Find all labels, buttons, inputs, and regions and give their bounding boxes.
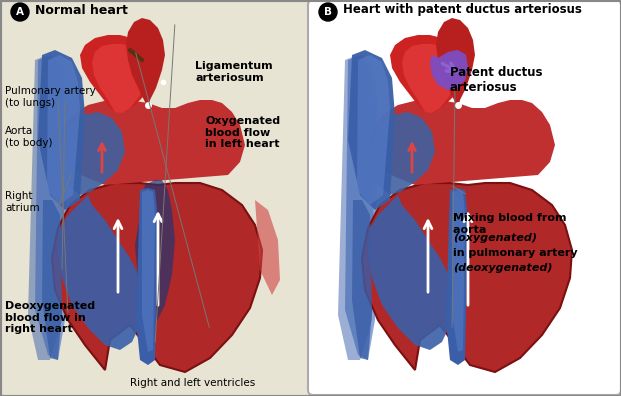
Text: Mixing blood from
aorta: Mixing blood from aorta [453,213,566,234]
Polygon shape [402,44,458,113]
Text: A: A [16,7,24,17]
Polygon shape [345,55,378,360]
Polygon shape [142,190,155,352]
Polygon shape [370,100,555,185]
Polygon shape [357,55,390,205]
Polygon shape [352,200,372,360]
Polygon shape [136,188,158,365]
Polygon shape [446,188,468,365]
Polygon shape [390,35,465,112]
Text: (deoxygenated): (deoxygenated) [453,263,553,273]
Text: Ligamentum
arteriosum: Ligamentum arteriosum [195,61,273,83]
Text: (oxygenated): (oxygenated) [453,233,537,243]
Polygon shape [38,50,85,210]
Text: Right and left ventricles: Right and left ventricles [130,378,255,388]
Polygon shape [452,190,465,352]
Polygon shape [126,18,165,108]
Circle shape [319,3,337,21]
Polygon shape [368,195,455,350]
Polygon shape [362,183,572,372]
Text: Patent ductus
arteriosus: Patent ductus arteriosus [450,66,543,94]
Circle shape [11,3,29,21]
Polygon shape [338,55,375,360]
Polygon shape [92,44,148,113]
Text: B: B [324,7,332,17]
Text: in pulmonary artery: in pulmonary artery [453,248,578,258]
Polygon shape [58,195,145,350]
FancyBboxPatch shape [1,1,309,395]
Polygon shape [42,200,62,360]
Text: Right
atrium: Right atrium [5,191,40,213]
Text: Oxygenated
blood flow
in left heart: Oxygenated blood flow in left heart [205,116,280,149]
Polygon shape [47,55,80,205]
Polygon shape [135,180,175,325]
Polygon shape [436,18,475,108]
Polygon shape [35,55,68,360]
Polygon shape [60,100,245,185]
Polygon shape [255,200,280,295]
Polygon shape [52,183,262,372]
FancyBboxPatch shape [308,0,621,395]
Text: Heart with patent ductus arteriosus: Heart with patent ductus arteriosus [343,4,582,17]
Polygon shape [28,55,65,360]
Polygon shape [430,50,468,90]
Polygon shape [60,112,125,195]
Polygon shape [80,35,155,112]
Text: Normal heart: Normal heart [35,4,128,17]
Polygon shape [348,50,395,210]
Polygon shape [370,112,435,195]
Text: Aorta
(to body): Aorta (to body) [5,126,53,148]
Text: Deoxygenated
blood flow in
right heart: Deoxygenated blood flow in right heart [5,301,95,334]
Text: Pulmonary artery
(to lungs): Pulmonary artery (to lungs) [5,86,96,108]
Polygon shape [430,50,468,90]
